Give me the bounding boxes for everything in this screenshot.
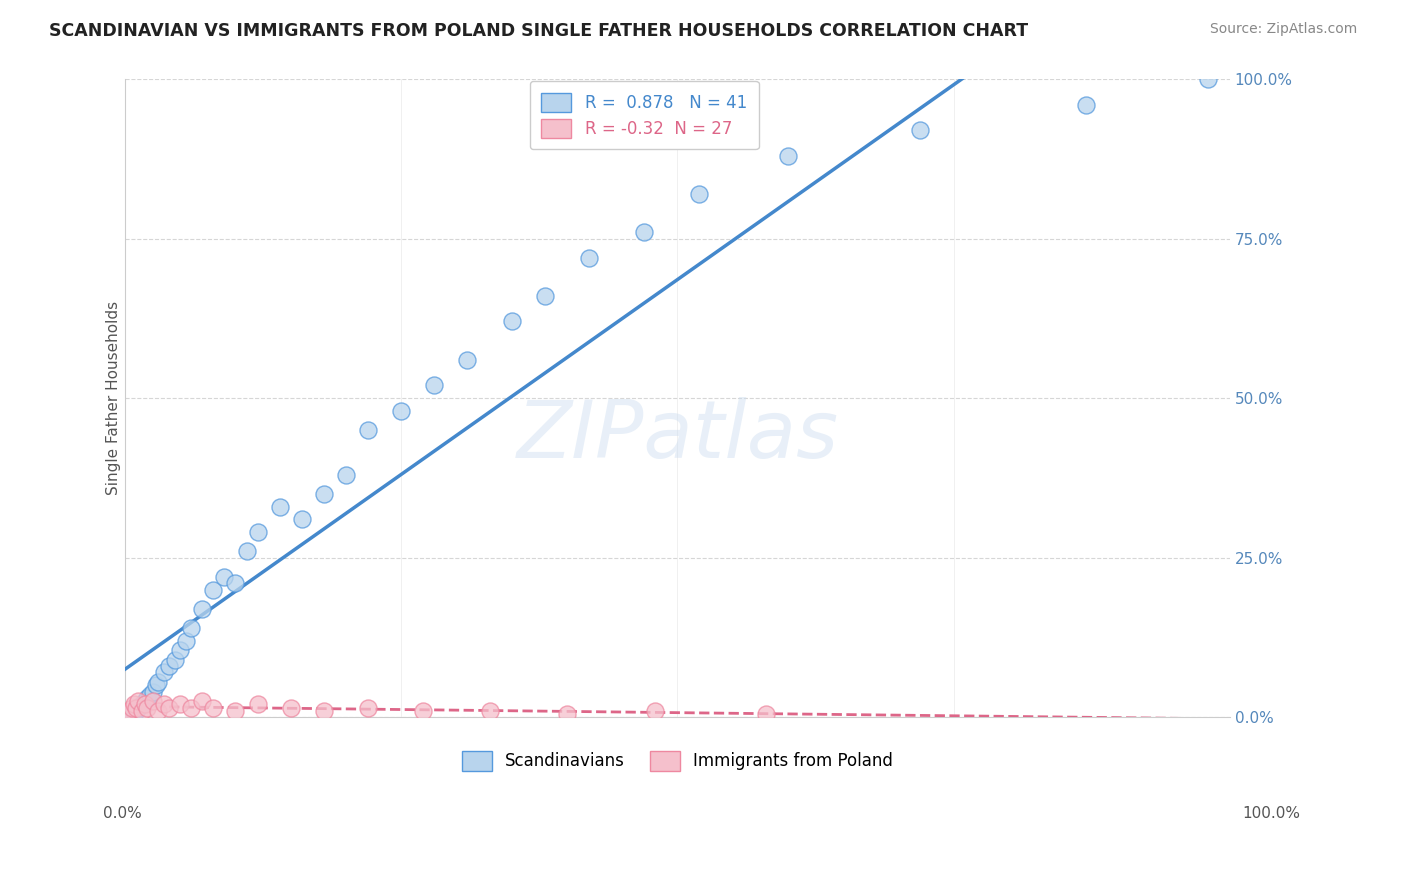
Point [115,706,138,721]
Point [146,704,169,718]
Point [180,621,202,635]
Point [174,633,197,648]
Point [145,678,167,692]
Point [136,700,159,714]
Point [246,698,269,712]
Legend: Scandinavians, Immigrants from Poland: Scandinavians, Immigrants from Poland [450,739,904,782]
Text: ZIPatlas: ZIPatlas [516,397,838,475]
Point [224,704,246,718]
Point [755,706,778,721]
Point [169,643,191,657]
Point [423,378,446,392]
Point [578,251,600,265]
Point [389,404,412,418]
Point [202,582,225,597]
Point [157,659,180,673]
Point [118,704,141,718]
Point [235,544,257,558]
Point [412,704,434,718]
Point [169,698,191,712]
Y-axis label: Single Father Households: Single Father Households [107,301,121,495]
Point [224,576,246,591]
Point [644,704,666,718]
Text: 100.0%: 100.0% [1243,806,1301,821]
Point [122,698,145,712]
Text: Source: ZipAtlas.com: Source: ZipAtlas.com [1209,22,1357,37]
Point [136,691,159,706]
Point [312,487,335,501]
Point [139,688,162,702]
Point [280,700,302,714]
Text: SCANDINAVIAN VS IMMIGRANTS FROM POLAND SINGLE FATHER HOUSEHOLDS CORRELATION CHAR: SCANDINAVIAN VS IMMIGRANTS FROM POLAND S… [49,22,1028,40]
Point [142,684,165,698]
Text: 0.0%: 0.0% [103,806,142,821]
Point [134,698,156,712]
Point [191,694,214,708]
Point [633,225,655,239]
Point [191,601,214,615]
Point [202,700,225,714]
Point [152,665,174,680]
Point [180,700,202,714]
Point [131,698,153,712]
Point [456,352,478,367]
Point [776,148,799,162]
Point [910,123,932,137]
Point [269,500,291,514]
Point [125,704,148,718]
Point [120,706,142,721]
Point [688,186,710,201]
Point [122,705,145,719]
Point [121,700,143,714]
Point [157,700,180,714]
Point [163,653,186,667]
Point [555,706,578,721]
Point [214,570,236,584]
Point [127,700,149,714]
Point [501,314,523,328]
Point [312,704,335,718]
Point [117,709,139,723]
Point [357,700,380,714]
Point [533,289,555,303]
Point [131,704,153,718]
Point [1197,72,1219,87]
Point [246,525,269,540]
Point [335,467,357,482]
Point [152,698,174,712]
Point [146,675,169,690]
Point [134,694,156,708]
Point [1074,97,1097,112]
Point [142,694,165,708]
Point [125,700,148,714]
Point [357,423,380,437]
Point [478,704,501,718]
Point [127,694,149,708]
Point [291,512,314,526]
